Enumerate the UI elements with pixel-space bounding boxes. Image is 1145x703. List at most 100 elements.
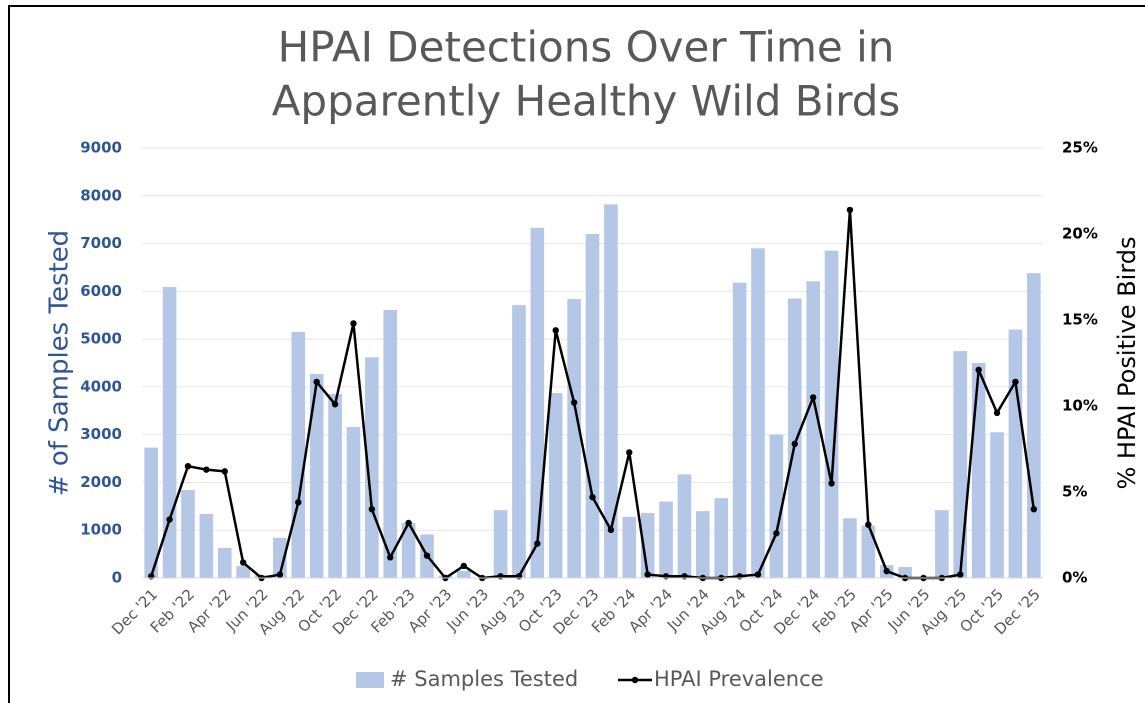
point xyxy=(883,567,890,575)
bar xyxy=(751,248,765,579)
point xyxy=(828,480,835,487)
y2-tick-label: 20% xyxy=(1062,225,1098,243)
bar xyxy=(548,393,563,578)
bar xyxy=(861,525,876,578)
point xyxy=(736,573,743,580)
point xyxy=(405,519,412,527)
legend-swatch xyxy=(631,676,639,684)
point xyxy=(570,399,578,406)
bar xyxy=(199,513,214,578)
bar xyxy=(512,305,526,578)
point xyxy=(147,573,155,580)
chart-title: HPAI Detections Over Time in xyxy=(278,23,895,72)
point xyxy=(681,573,688,580)
bar xyxy=(622,516,637,578)
bar xyxy=(328,394,342,578)
y-axis-title: # of Samples Tested xyxy=(45,230,75,496)
bar xyxy=(291,331,306,578)
point xyxy=(607,526,615,534)
point xyxy=(350,320,357,327)
point xyxy=(993,409,1001,417)
point xyxy=(239,559,247,566)
point xyxy=(497,573,504,580)
bar xyxy=(971,363,986,578)
bar xyxy=(585,234,600,578)
point xyxy=(276,571,284,578)
point xyxy=(423,552,431,559)
point xyxy=(957,571,964,578)
bar xyxy=(162,287,177,578)
point xyxy=(331,401,339,408)
bar xyxy=(1027,273,1041,578)
bar xyxy=(640,513,655,578)
legend-label: HPAI Prevalence xyxy=(654,667,824,691)
bar xyxy=(714,498,729,578)
point xyxy=(552,327,559,334)
y-tick-label: 4000 xyxy=(80,377,122,395)
bar xyxy=(217,547,232,578)
bar xyxy=(843,518,857,578)
bar xyxy=(604,204,618,578)
bar xyxy=(787,298,802,578)
point xyxy=(662,573,670,580)
y-tick-label: 1000 xyxy=(80,521,122,539)
point xyxy=(166,516,173,523)
bar xyxy=(346,427,361,578)
legend-label: # Samples Tested xyxy=(390,667,578,691)
point xyxy=(313,378,320,386)
bar xyxy=(732,282,747,578)
bar xyxy=(806,281,820,578)
y2-tick-label: 10% xyxy=(1062,397,1098,415)
bar xyxy=(383,309,398,578)
y-tick-label: 6000 xyxy=(80,282,122,300)
y-tick-label: 2000 xyxy=(80,473,122,491)
point xyxy=(975,366,982,374)
bar xyxy=(677,474,692,578)
y2-tick-label: 0% xyxy=(1062,569,1087,587)
bar xyxy=(567,298,581,578)
bar xyxy=(1008,329,1023,578)
bar xyxy=(309,373,324,578)
point xyxy=(460,562,467,570)
point xyxy=(1030,506,1038,513)
point xyxy=(791,440,798,448)
y-tick-label: 8000 xyxy=(80,186,122,204)
y-tick-label: 0 xyxy=(112,569,122,587)
bar xyxy=(181,490,195,578)
y2-tick-label: 15% xyxy=(1062,311,1098,329)
chart-title: Apparently Healthy Wild Birds xyxy=(272,77,901,126)
point xyxy=(626,449,633,456)
point xyxy=(1012,378,1019,386)
point xyxy=(184,463,192,470)
bar xyxy=(144,447,158,578)
bar xyxy=(696,511,710,578)
bar xyxy=(456,570,471,578)
bar xyxy=(935,510,949,578)
bar xyxy=(953,351,968,578)
bar xyxy=(273,537,287,578)
point xyxy=(589,493,596,501)
point xyxy=(773,530,780,537)
point xyxy=(515,573,523,580)
point xyxy=(221,468,228,475)
bar xyxy=(659,501,673,578)
point xyxy=(368,506,376,513)
point xyxy=(846,206,854,214)
point xyxy=(865,521,872,528)
point xyxy=(534,540,541,547)
bar xyxy=(990,432,1004,578)
y-tick-label: 5000 xyxy=(80,330,122,348)
point xyxy=(644,571,651,578)
y-tick-label: 9000 xyxy=(80,139,122,157)
point xyxy=(203,466,210,473)
bar xyxy=(898,567,912,578)
bar xyxy=(365,357,379,578)
point xyxy=(809,394,817,401)
y2-tick-label: 25% xyxy=(1062,139,1098,157)
bar xyxy=(401,523,416,578)
bar xyxy=(236,566,250,578)
point xyxy=(295,499,302,506)
y-tick-label: 3000 xyxy=(80,425,122,443)
bar xyxy=(530,227,545,579)
